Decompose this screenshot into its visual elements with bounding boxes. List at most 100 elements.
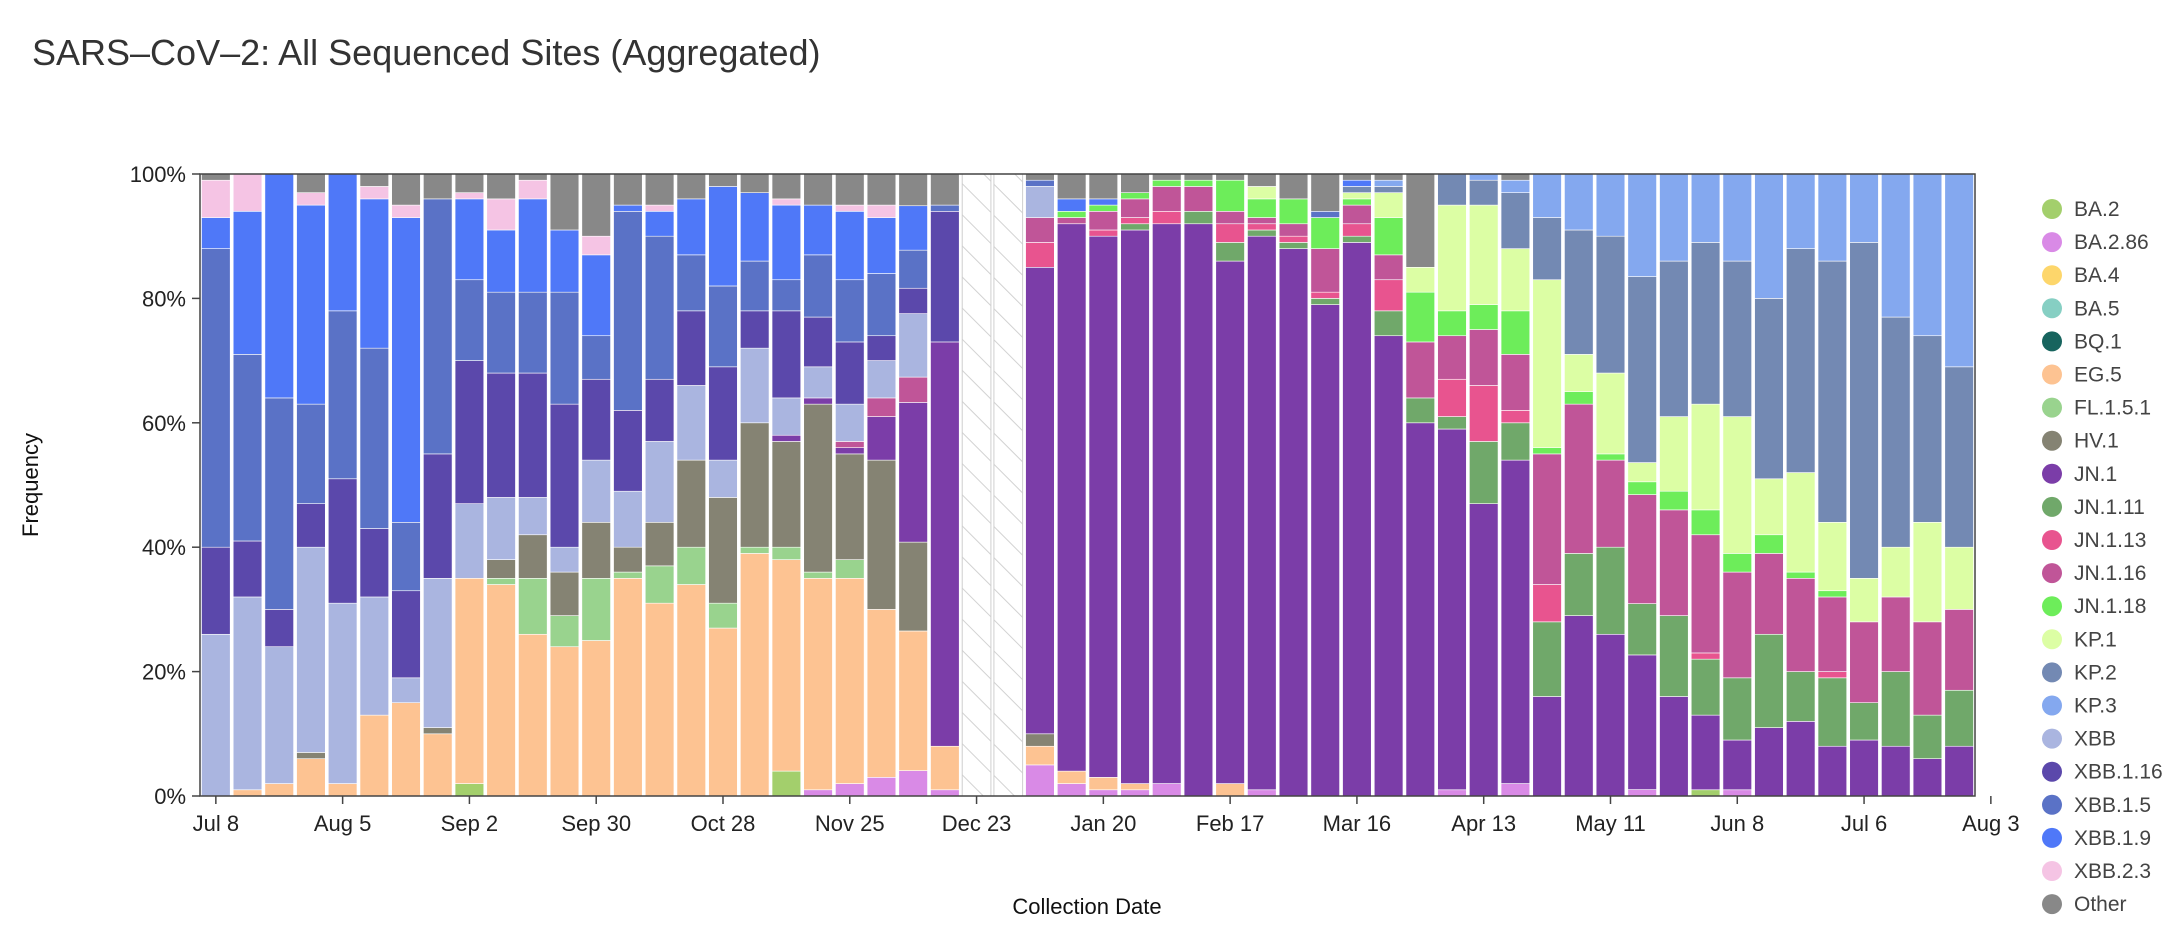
- bar-segment-eg-5-week-9: EG.5: 34.0%: [486, 584, 516, 797]
- legend-item-xbb-2-3[interactable]: XBB.2.3: [2042, 860, 2151, 883]
- legend-item-ba-5[interactable]: BA.5: [2042, 297, 2120, 320]
- legend-label-kp-3: KP.3: [2074, 695, 2117, 718]
- bar-segment-jn-1-18-week-33: JN.1.18: 3.0%: [1247, 198, 1277, 218]
- bar-segment-xbb-1-16-week-3: XBB.1.16: 7.0%: [296, 503, 326, 548]
- legend-label-ba-5: BA.5: [2074, 297, 2120, 320]
- bar-segment-hv-1-week-13: HV.1: 4.0%: [613, 546, 643, 573]
- legend-item-other[interactable]: Other: [2042, 893, 2127, 916]
- bar-segment-hv-1-week-10: HV.1: 7.0%: [518, 534, 548, 579]
- legend-item-kp-1[interactable]: KP.1: [2042, 628, 2117, 651]
- legend-item-fl-1-5-1[interactable]: FL.1.5.1: [2042, 397, 2151, 420]
- bar-segment-jn-1-week-44: JN.1: 26.0%: [1595, 633, 1626, 797]
- bar-segment-jn-1-18-week-41: JN.1.18: 7.0%: [1500, 310, 1531, 355]
- chart-title: SARS–CoV–2: All Sequenced Sites (Aggrega…: [32, 32, 821, 73]
- legend-swatch-ba-5: [2042, 298, 2062, 319]
- bar-segment-kp-1-week-53: KP.1: 8.0%: [1881, 546, 1911, 598]
- bar-segment-kp-2-week-44: KP.2: 22.0%: [1595, 235, 1626, 374]
- bar-segment-xbb-1-5-week-4: XBB.1.5: 27.0%: [327, 310, 358, 480]
- y-tick-label-20: 20%: [142, 660, 186, 685]
- legend-swatch-kp-1: [2042, 629, 2062, 650]
- bar-segment-xbb-1-16-week-8: XBB.1.16: 23.0%: [454, 360, 485, 504]
- bar-segment-eg-5-week-23: EG.5: 7.0%: [930, 745, 960, 791]
- bar-segment-ba-2-86-week-33: BA.2.86: 1.0%: [1247, 789, 1277, 797]
- bar-segment-xbb-2-3-week-20: XBB.2.3: 1.0%: [835, 204, 865, 212]
- bar-segment-eg-5-week-13: EG.5: 35.0%: [613, 577, 643, 797]
- bar-segment-jn-1-18-week-51: JN.1.18: 1.0%: [1817, 590, 1848, 598]
- bar-segment-jn-1-week-47: JN.1: 12.0%: [1690, 714, 1721, 791]
- bar-segment-jn-1-18-week-37: JN.1.18: 6.0%: [1373, 217, 1404, 256]
- bar-segment-jn-1-11-week-55: JN.1.11: 9.0%: [1944, 689, 1974, 747]
- legend-item-jn-1-16[interactable]: JN.1.16: [2042, 562, 2146, 585]
- bar-segment-jn-1-13-week-51: JN.1.13: 1.0%: [1817, 671, 1848, 679]
- bar-segment-kp-3-week-48: KP.3: 14.0%: [1722, 173, 1752, 262]
- bar-segment-jn-1-16-week-22: JN.1.16: 4.1%: [898, 376, 928, 403]
- bar-segment-jn-1-11-week-39: JN.1.11: 2.0%: [1437, 416, 1467, 430]
- bar-segment-jn-1-13-week-34: JN.1.13: 1.0%: [1278, 235, 1309, 243]
- bar-segment-fl-1-5-1-week-13: FL.1.5.1: 1.0%: [613, 571, 643, 579]
- legend-item-kp-3[interactable]: KP.3: [2042, 695, 2117, 718]
- bar-segment-kp-1-week-45: KP.1: 3.1%: [1627, 462, 1657, 483]
- bar-segment-jn-1-16-week-44: JN.1.16: 14.0%: [1595, 459, 1626, 548]
- legend-item-jn-1-11[interactable]: JN.1.11: [2042, 496, 2145, 519]
- legend-item-xbb-1-9[interactable]: XBB.1.9: [2042, 827, 2151, 850]
- bar-segment-kp-1-week-50: KP.1: 16.0%: [1786, 472, 1816, 573]
- legend-label-xbb-1-9: XBB.1.9: [2074, 827, 2151, 850]
- legend-item-ba-4[interactable]: BA.4: [2042, 264, 2120, 287]
- bar-segment-other-week-27: Other: 4.0%: [1057, 173, 1087, 200]
- legend-item-xbb-1-16[interactable]: XBB.1.16: [2042, 761, 2163, 784]
- bar-segment-eg-5-week-32: EG.5: 2.0%: [1215, 783, 1245, 797]
- bar-segment-ba-2-86-week-41: BA.2.86: 2.0%: [1500, 783, 1531, 797]
- bar-segment-ba-2-86-week-26: BA.2.86: 5.0%: [1025, 764, 1055, 797]
- bar-segment-xbb-1-9-week-16: XBB.1.9: 16.0%: [708, 186, 738, 287]
- legend-item-ba-2[interactable]: BA.2: [2042, 198, 2120, 221]
- bar-segment-fl-1-5-1-week-10: FL.1.5.1: 9.0%: [518, 577, 548, 635]
- bar-segment-xbb-1-5-week-7: XBB.1.5: 41.0%: [423, 198, 453, 455]
- bar-segment-jn-1-16-week-21: JN.1.16: 3.0%: [866, 397, 897, 417]
- bar-segment-jn-1-week-19: JN.1: 1.0%: [803, 397, 833, 405]
- bar-segment-other-week-33: Other: 2.0%: [1247, 173, 1277, 187]
- bar-segment-xbb-1-9-week-13: XBB.1.9: 1.0%: [613, 204, 643, 212]
- bar-segment-fl-1-5-1-week-12: FL.1.5.1: 10.0%: [581, 577, 611, 641]
- bar-segment-eg-5-week-27: EG.5: 2.0%: [1057, 770, 1087, 784]
- bar-segment-hv-1-week-18: HV.1: 17.0%: [771, 441, 802, 548]
- bar-segment-jn-1-week-45: JN.1: 21.6%: [1627, 654, 1657, 790]
- bar-segment-kp-1-week-37: KP.1: 4.0%: [1373, 192, 1404, 218]
- legend-item-ba-2-86[interactable]: BA.2.86: [2042, 231, 2149, 254]
- bar-segment-xbb-2-3-week-21: XBB.2.3: 2.0%: [866, 204, 897, 218]
- bar-segment-jn-1-week-37: JN.1: 74.0%: [1373, 335, 1404, 797]
- bar-segment-xbb-1-9-week-20: XBB.1.9: 11.0%: [835, 211, 865, 281]
- bar-segment-kp-3-week-50: KP.3: 12.0%: [1786, 173, 1816, 249]
- legend-label-jn-1-16: JN.1.16: [2074, 562, 2146, 585]
- legend-item-eg-5[interactable]: EG.5: [2042, 364, 2122, 387]
- legend-item-jn-1-13[interactable]: JN.1.13: [2042, 529, 2146, 552]
- bar-segment-eg-5-week-21: EG.5: 27.0%: [866, 609, 897, 778]
- legend-item-xbb-1-5[interactable]: XBB.1.5: [2042, 794, 2151, 817]
- bar-segment-xbb-1-5-week-19: XBB.1.5: 10.0%: [803, 254, 833, 318]
- bar-segment-kp-1-week-42: KP.1: 27.0%: [1532, 279, 1562, 448]
- bar-segment-eg-5-week-6: EG.5: 15.0%: [391, 702, 421, 797]
- legend-swatch-other: [2042, 894, 2062, 915]
- bar-segment-eg-5-week-3: EG.5: 6.0%: [296, 758, 326, 797]
- legend-label-fl-1-5-1: FL.1.5.1: [2074, 397, 2151, 420]
- bar-segment-jn-1-18-week-49: JN.1.18: 3.0%: [1754, 534, 1784, 554]
- bar-segment-xbb-1-9-week-15: XBB.1.9: 9.0%: [676, 198, 706, 256]
- bar-segment-xbb-1-5-week-35: XBB.1.5: 1.0%: [1310, 211, 1340, 218]
- bar-segment-kp-1-week-41: KP.1: 10.0%: [1500, 248, 1531, 312]
- legend-swatch-hv-1: [2042, 430, 2062, 451]
- bar-segment-other-week-23: Other: 5.0%: [930, 173, 960, 206]
- bar-segment-jn-1-16-week-52: JN.1.16: 13.0%: [1849, 621, 1879, 704]
- bar-segment-jn-1-week-46: JN.1: 16.0%: [1659, 696, 1689, 797]
- legend-item-xbb[interactable]: XBB: [2042, 728, 2116, 751]
- legend-item-jn-1-18[interactable]: JN.1.18: [2042, 595, 2146, 618]
- bar-segment-xbb-week-10: XBB: 6.0%: [518, 497, 548, 536]
- legend-item-kp-2[interactable]: KP.2: [2042, 661, 2117, 684]
- bar-segment-jn-1-18-week-39: JN.1.18: 4.0%: [1437, 310, 1467, 337]
- legend-item-jn-1[interactable]: JN.1: [2042, 463, 2117, 486]
- bar-segment-xbb-2-3-week-0: XBB.2.3: 6.0%: [201, 179, 231, 218]
- bar-segment-jn-1-18-week-32: JN.1.18: 5.0%: [1215, 179, 1245, 212]
- legend-item-bq-1[interactable]: BQ.1: [2042, 330, 2122, 353]
- bar-segment-jn-1-18-week-42: JN.1.18: 1.0%: [1532, 447, 1562, 455]
- bar-segment-hv-1-week-19: HV.1: 27.0%: [803, 403, 833, 573]
- legend-item-hv-1[interactable]: HV.1: [2042, 430, 2119, 453]
- bar-segment-xbb-1-16-week-11: XBB.1.16: 23.0%: [549, 403, 580, 548]
